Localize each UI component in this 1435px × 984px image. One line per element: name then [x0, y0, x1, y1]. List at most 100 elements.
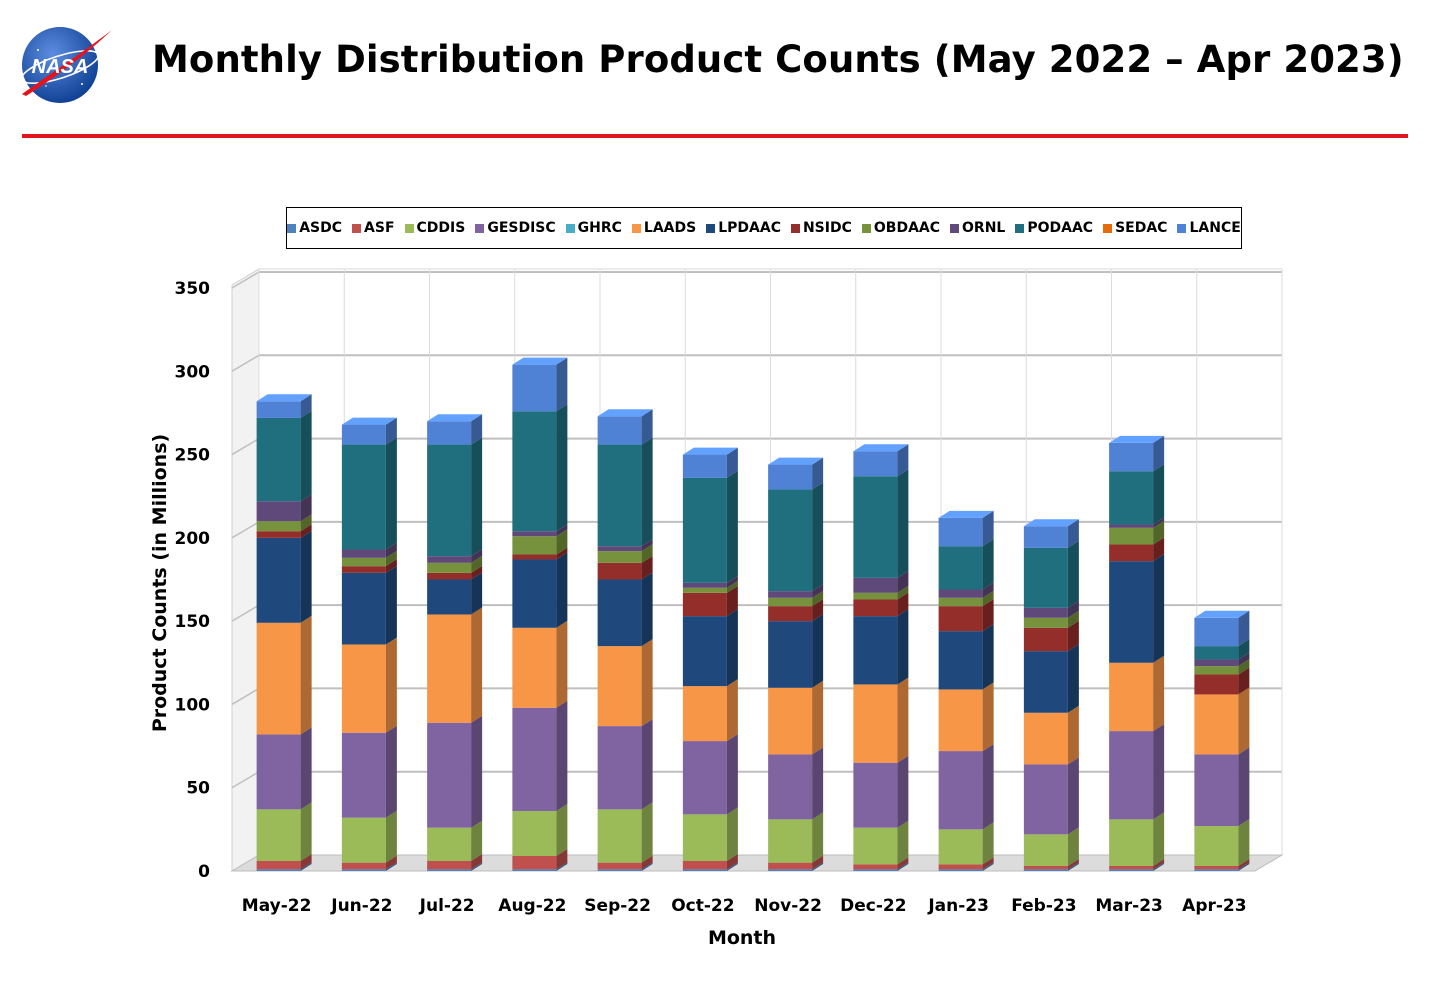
- bar-segment: [1023, 617, 1068, 628]
- bar-segment: [1194, 646, 1239, 660]
- legend-swatch: [631, 223, 641, 233]
- bar-segment: [512, 811, 557, 857]
- bar-segment-side: [556, 700, 568, 812]
- bar-segment-side: [471, 854, 483, 870]
- bar-segment: [1023, 712, 1068, 765]
- bar-segment-side: [471, 820, 483, 862]
- bar-top: [768, 457, 824, 465]
- bar-segment: [1023, 764, 1068, 835]
- bar-segment: [682, 861, 727, 870]
- bar-segment: [682, 587, 727, 593]
- bar-segment: [256, 537, 301, 623]
- bar-segment: [853, 476, 898, 578]
- bar-top: [682, 447, 738, 455]
- bar-segment-side: [897, 857, 909, 870]
- bar-segment-side: [1153, 655, 1165, 732]
- bar-segment-side: [300, 494, 312, 522]
- bar-segment: [256, 622, 301, 735]
- bar-segment-side: [982, 624, 994, 690]
- bar-segment-side: [1067, 620, 1079, 652]
- bar-segment: [1109, 869, 1154, 871]
- bar-segment: [341, 817, 386, 863]
- bar-segment: [341, 549, 386, 558]
- bar-segment: [341, 424, 386, 445]
- bar-segment-side: [1238, 639, 1250, 660]
- bar-stack: [341, 417, 397, 871]
- bar-segment-side: [1153, 520, 1165, 545]
- bar-segment-side: [726, 585, 738, 617]
- bar-segment: [682, 454, 727, 478]
- bar-segment-side: [641, 437, 653, 547]
- bar-segment-side: [1153, 724, 1165, 820]
- bar-segment-side: [726, 862, 738, 871]
- bar-segment-side: [897, 609, 909, 685]
- bar-segment-side: [1067, 705, 1079, 765]
- bar-segment: [1109, 561, 1154, 663]
- bar-segment-side: [471, 437, 483, 557]
- legend-swatch: [861, 223, 871, 233]
- legend-item: SEDAC: [1103, 220, 1167, 236]
- bar-segment: [853, 827, 898, 865]
- bar-segment-side: [982, 857, 994, 870]
- bar-segment-side: [641, 409, 653, 445]
- x-tick-label: Apr-23: [1182, 896, 1246, 916]
- legend-swatch: [1177, 223, 1187, 233]
- gridline-side: [231, 604, 260, 622]
- bar-segment: [512, 536, 557, 555]
- legend-label: SEDAC: [1115, 220, 1168, 236]
- y-tick-label: 300: [175, 362, 211, 382]
- x-tick-label: May-22: [242, 896, 312, 916]
- bar-segment-side: [812, 482, 824, 592]
- bar-segment-side: [300, 524, 312, 538]
- bar-segment-side: [556, 804, 568, 857]
- bar-segment: [1194, 694, 1239, 755]
- gridline-side: [231, 687, 260, 706]
- bar-segment: [1194, 666, 1239, 675]
- bar-stack: [512, 357, 568, 871]
- bar-segment: [256, 417, 301, 502]
- bar-segment-side: [300, 615, 312, 735]
- legend-item: ORNL: [950, 220, 1005, 236]
- bar-segment: [1194, 659, 1239, 667]
- bar-segment-side: [471, 565, 483, 580]
- legend-swatch: [950, 223, 960, 233]
- bar-segment: [427, 562, 472, 573]
- bar-segment: [1109, 544, 1154, 562]
- bar-segment-side: [982, 744, 994, 830]
- bar-segment: [256, 809, 301, 862]
- legend-label: LPDAAC: [718, 220, 781, 236]
- bar-top: [1023, 519, 1079, 527]
- bar-segment-side: [385, 810, 397, 863]
- bar-segment: [256, 531, 301, 538]
- bar-segment: [341, 732, 386, 818]
- bar-segment-side: [1153, 554, 1165, 663]
- bar-segment: [512, 559, 557, 628]
- bar-segment: [938, 597, 983, 607]
- bar-stack: [1194, 610, 1250, 871]
- bar-segment: [682, 592, 727, 617]
- bar-segment-side: [726, 580, 738, 593]
- bar-segment: [597, 646, 642, 727]
- bar-segment-side: [641, 539, 653, 552]
- bar-segment-side: [897, 570, 909, 593]
- bar-segment: [427, 827, 472, 862]
- y-tick-label: 200: [175, 529, 211, 549]
- bar-segment: [427, 572, 472, 580]
- bar-segment-side: [556, 529, 568, 555]
- bar-segment-side: [897, 592, 909, 617]
- bar-segment-side: [812, 457, 824, 490]
- gridline-side: [231, 354, 260, 372]
- bar-segment: [512, 531, 557, 537]
- bar-segment-side: [1067, 540, 1079, 608]
- legend-swatch: [565, 223, 575, 233]
- bar-segment-side: [471, 715, 483, 828]
- bar-segment: [853, 451, 898, 477]
- bar-segment: [853, 762, 898, 828]
- bar-segment-side: [812, 614, 824, 688]
- bar-segment: [938, 864, 983, 870]
- bar-stack: [1023, 519, 1079, 871]
- bar-segment: [1194, 869, 1239, 871]
- bar-segment: [1023, 651, 1068, 713]
- bar-segment: [341, 444, 386, 550]
